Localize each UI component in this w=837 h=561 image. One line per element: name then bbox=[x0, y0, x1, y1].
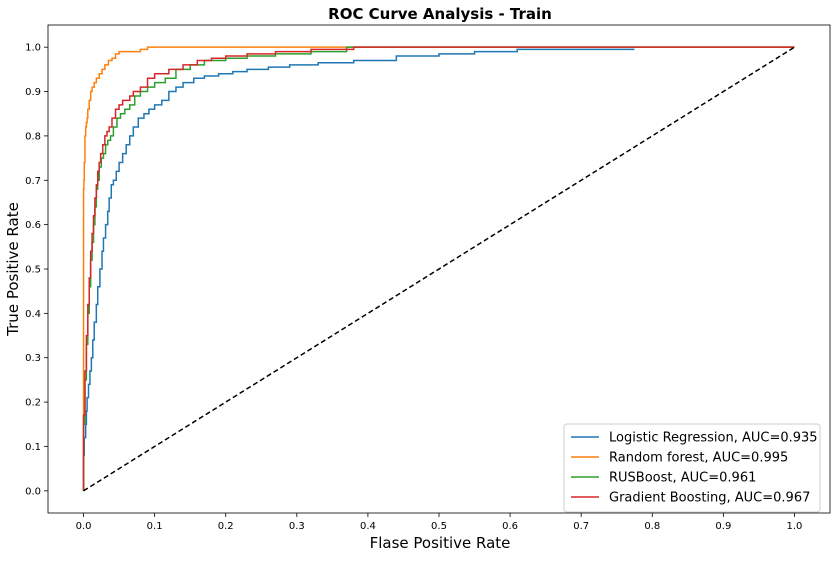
y-tick-label: 0.1 bbox=[25, 442, 41, 453]
y-tick-label: 0.0 bbox=[25, 486, 41, 497]
roc-curve-1 bbox=[82, 46, 795, 491]
x-axis: 0.0 0.1 0.2 0.3 0.4 0.5 0.6 0.7 0.8 0.9 1.0 bbox=[76, 513, 803, 532]
series-layer bbox=[82, 46, 795, 492]
x-tick-label: 1.0 bbox=[787, 521, 803, 532]
x-tick-label: 0.3 bbox=[289, 521, 305, 532]
y-tick-label: 0.5 bbox=[25, 265, 41, 276]
y-axis-label: True Positive Rate bbox=[4, 202, 22, 337]
legend-label: RUSBoost, AUC=0.961 bbox=[609, 471, 756, 486]
y-axis: 0.0 0.1 0.2 0.3 0.4 0.5 0.6 0.7 0.8 0.9 1.0 bbox=[25, 43, 48, 497]
x-tick-label: 0.1 bbox=[147, 521, 163, 532]
x-tick-label: 0.5 bbox=[431, 521, 447, 532]
chart-title: ROC Curve Analysis - Train bbox=[328, 5, 552, 23]
legend: Logistic Regression, AUC=0.935 Random for… bbox=[563, 423, 821, 513]
x-tick-label: 0.2 bbox=[218, 521, 234, 532]
diagonal-reference-line bbox=[83, 46, 795, 492]
y-tick-label: 0.4 bbox=[25, 309, 41, 320]
x-axis-label: Flase Positive Rate bbox=[370, 534, 511, 552]
x-tick-label: 0.7 bbox=[573, 521, 589, 532]
legend-box bbox=[563, 423, 821, 513]
x-tick-label: 0.8 bbox=[644, 521, 660, 532]
roc-curve-0 bbox=[82, 48, 635, 491]
roc-curve-3 bbox=[82, 46, 795, 491]
y-tick-label: 0.7 bbox=[25, 176, 41, 187]
x-tick-label: 0.4 bbox=[360, 521, 376, 532]
x-tick-label: 0.9 bbox=[715, 521, 731, 532]
y-tick-label: 0.8 bbox=[25, 131, 41, 142]
y-tick-label: 0.3 bbox=[25, 353, 41, 364]
y-tick-label: 1.0 bbox=[25, 43, 41, 54]
y-tick-label: 0.2 bbox=[25, 398, 41, 409]
legend-label: Logistic Regression, AUC=0.935 bbox=[609, 431, 818, 446]
x-tick-label: 0.6 bbox=[502, 521, 518, 532]
y-tick-label: 0.9 bbox=[25, 87, 41, 98]
legend-label: Gradient Boosting, AUC=0.967 bbox=[609, 491, 810, 506]
x-tick-label: 0.0 bbox=[76, 521, 92, 532]
y-tick-label: 0.6 bbox=[25, 220, 41, 231]
legend-label: Random forest, AUC=0.995 bbox=[609, 451, 788, 466]
